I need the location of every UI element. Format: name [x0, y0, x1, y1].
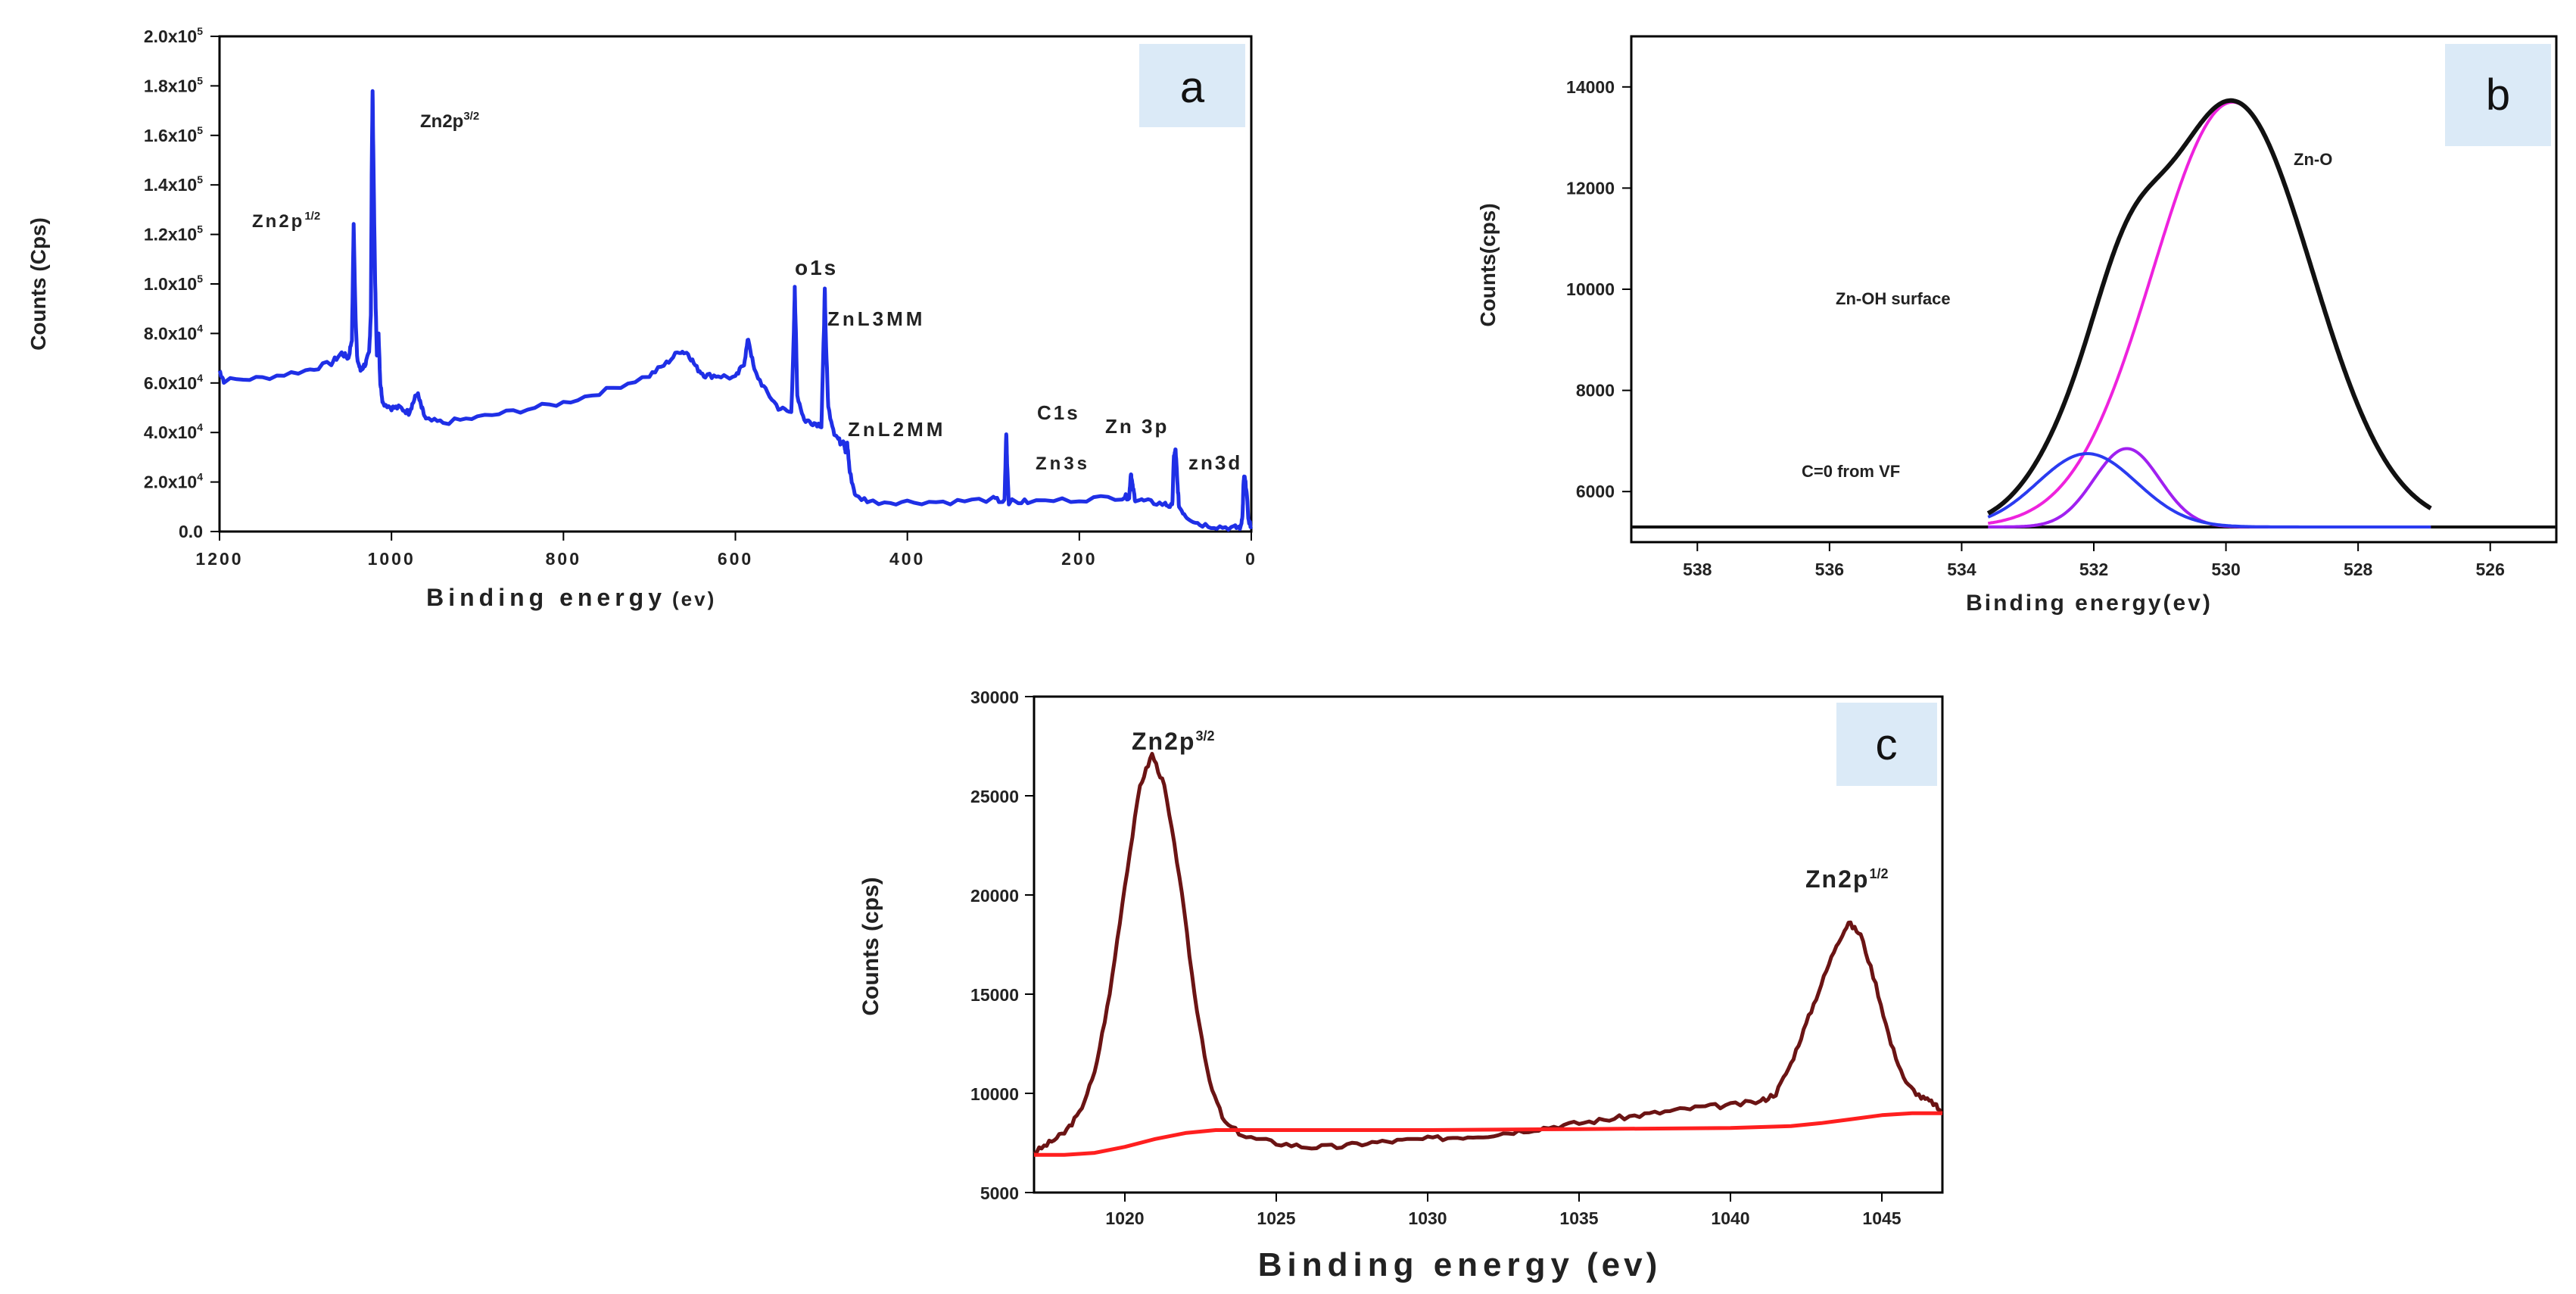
series-survey-line — [217, 89, 1254, 532]
panel-b-label: b — [2486, 70, 2510, 120]
panel-b-annotations: Zn-O Zn-OH surface C=0 from VF — [1802, 150, 2332, 481]
y-tick-label: 6000 — [1576, 482, 1615, 501]
panel-c-annotations: Zn2p3/2 Zn2p1/2 — [1132, 728, 1888, 893]
panel-b-ylabel: Counts(cps) — [1476, 203, 1500, 326]
panel-b-plot-frame — [1630, 35, 2558, 544]
series-background-line — [1034, 1111, 1942, 1157]
y-tick-label: 12000 — [1566, 178, 1615, 198]
series-znoh-fit — [1988, 447, 2431, 529]
y-tick-label: 6.0x104 — [144, 372, 203, 393]
panel-c-badge — [1836, 703, 1937, 786]
x-tick-label: 538 — [1683, 560, 1712, 579]
y-tick-label: 25000 — [970, 787, 1019, 806]
x-tick-label: 1200 — [195, 549, 243, 569]
panel-a-x-ticks: 1200 1000 800 600 400 200 0 — [195, 532, 1257, 569]
panel-c-ylabel: Counts (cps) — [858, 877, 883, 1015]
panel-c-label: c — [1876, 720, 1898, 769]
panel-b-badge — [2445, 44, 2551, 146]
y-tick-label: 10000 — [1566, 279, 1615, 299]
y-tick-label: 10000 — [970, 1084, 1019, 1104]
y-tick-label: 30000 — [970, 688, 1019, 707]
panel-a-annotations: Zn2p3/2 Zn2p1/2 o1s ZnL3MM ZnL2MM C1s Zn… — [252, 110, 1242, 474]
x-tick-label: 534 — [1947, 560, 1976, 579]
annotation-zn2p32: Zn2p3/2 — [420, 110, 479, 132]
x-tick-label: 1040 — [1711, 1208, 1749, 1228]
panel-c-y-ticks: 5000 10000 15000 20000 25000 30000 — [970, 688, 1034, 1203]
x-tick-label: 0 — [1245, 549, 1257, 569]
annotation-zn3p: Zn 3p — [1105, 415, 1169, 438]
x-tick-label: 528 — [2344, 560, 2373, 579]
x-tick-label: 1045 — [1862, 1208, 1901, 1228]
annotation-co-from-vf: C=0 from VF — [1802, 462, 1900, 481]
panel-a-xlabel: Binding energy — [426, 584, 666, 611]
y-tick-label: 0.0 — [179, 522, 203, 541]
y-tick-label: 20000 — [970, 886, 1019, 906]
annotation-znl3mm: ZnL3MM — [827, 307, 925, 330]
series-envelope — [1986, 98, 2432, 516]
panel-b-xlabel: Binding energy(ev) — [1966, 591, 2213, 616]
y-tick-label: 1.8x105 — [144, 74, 203, 95]
panel-a-badge — [1139, 44, 1245, 127]
y-tick-label: 8.0x104 — [144, 322, 203, 343]
panel-a-ylabel: Counts (Cps) — [26, 217, 50, 351]
annotation-znoh-surface: Zn-OH surface — [1836, 289, 1951, 308]
panel-c-series — [1033, 752, 1943, 1157]
annotation-o1s: o1s — [795, 256, 838, 279]
panel-c-plot-frame — [1033, 695, 1944, 1194]
x-tick-label: 1000 — [368, 549, 416, 569]
x-tick-label: 1030 — [1408, 1208, 1447, 1228]
series-zn2p-line — [1033, 752, 1943, 1156]
x-tick-label: 1025 — [1257, 1208, 1295, 1228]
x-tick-label: 400 — [889, 549, 925, 569]
x-tick-label: 600 — [718, 549, 753, 569]
annotation-znl2mm: ZnL2MM — [848, 418, 945, 441]
panel-a-series — [217, 89, 1254, 532]
x-tick-label: 526 — [2476, 560, 2505, 579]
x-tick-label: 536 — [1815, 560, 1844, 579]
x-tick-label: 1020 — [1105, 1208, 1144, 1228]
panel-c-x-ticks: 1020 1025 1030 1035 1040 1045 — [1105, 1193, 1902, 1228]
y-tick-label: 1.6x105 — [144, 124, 203, 145]
y-tick-label: 15000 — [970, 985, 1019, 1005]
y-tick-label: 1.0x105 — [144, 273, 203, 294]
y-tick-label: 1.4x105 — [144, 173, 203, 195]
x-tick-label: 530 — [2211, 560, 2240, 579]
annotation-zn3d: zn3d — [1188, 451, 1242, 474]
annotation-c-zn2p12: Zn2p1/2 — [1805, 865, 1888, 893]
panel-c-xlabel-unit: (ev) — [1587, 1246, 1661, 1283]
panel-b-series — [1631, 98, 2556, 529]
y-tick-label: 5000 — [980, 1183, 1019, 1203]
panel-a-y-ticks: 0.0 2.0x104 4.0x104 6.0x104 8.0x104 1.0x105 1.… — [144, 25, 220, 541]
series-zno-fit — [1988, 100, 2432, 525]
y-tick-label: 2.0x105 — [144, 25, 203, 46]
annotation-c1s: C1s — [1037, 401, 1080, 424]
x-tick-label: 1035 — [1559, 1208, 1598, 1228]
annotation-zn3s: Zn3s — [1036, 454, 1090, 474]
annotation-zn2p12: Zn2p1/2 — [252, 210, 320, 232]
y-tick-label: 14000 — [1566, 77, 1615, 97]
y-tick-label: 2.0x104 — [144, 471, 203, 492]
panel-a-label: a — [1180, 63, 1205, 112]
annotation-zno: Zn-O — [2294, 150, 2332, 169]
annotation-c-zn2p32: Zn2p3/2 — [1132, 728, 1214, 755]
panel-b-y-ticks: 6000 8000 10000 12000 14000 — [1566, 77, 1631, 501]
y-tick-label: 1.2x105 — [144, 223, 203, 245]
series-co-fit — [1987, 452, 2431, 529]
x-tick-label: 800 — [546, 549, 581, 569]
panel-c-xlabel: Binding energy — [1258, 1246, 1575, 1283]
panel-a-survey-spectrum: 0.0 2.0x104 4.0x104 6.0x104 8.0x104 1.0x105 1.… — [26, 25, 1257, 611]
panel-a-xlabel-unit: (ev) — [672, 588, 716, 610]
panel-b-x-ticks: 538 536 534 532 530 528 526 — [1683, 542, 2505, 579]
x-tick-label: 532 — [2079, 560, 2108, 579]
y-tick-label: 4.0x104 — [144, 421, 203, 442]
x-tick-label: 200 — [1061, 549, 1097, 569]
y-tick-label: 8000 — [1576, 381, 1615, 401]
